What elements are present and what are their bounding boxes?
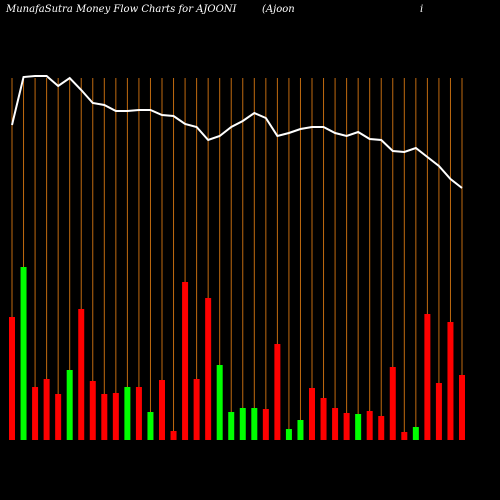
bar [43, 379, 50, 440]
bar [239, 408, 246, 440]
bar [309, 388, 315, 440]
bar [124, 387, 131, 440]
bar [9, 317, 15, 440]
bar [332, 408, 339, 440]
bar [32, 387, 39, 440]
bar [89, 381, 96, 440]
bar [355, 414, 362, 440]
bar [147, 412, 154, 440]
bar [320, 398, 327, 440]
bar [193, 379, 200, 440]
bar [228, 412, 235, 440]
bar [401, 432, 408, 440]
bar [435, 383, 442, 440]
bar [378, 416, 385, 440]
price-line [11, 75, 463, 189]
bar [447, 322, 454, 440]
bar [78, 309, 85, 440]
bar [274, 344, 281, 440]
bar [216, 365, 223, 440]
chart-subtitle-end: i [420, 4, 423, 15]
chart-subtitle: (Ajoon [262, 4, 295, 15]
bar [159, 380, 165, 440]
bar [66, 370, 73, 440]
bar [412, 427, 419, 440]
bar [459, 375, 465, 440]
bar [424, 314, 431, 440]
chart-title: MunafaSutra Money Flow Charts for AJOONI [5, 4, 238, 15]
bar [285, 429, 292, 440]
bar [112, 393, 119, 440]
bar [251, 408, 258, 440]
bar [182, 282, 189, 440]
bar [205, 298, 212, 440]
bar [389, 367, 396, 440]
bar [297, 420, 304, 440]
bar [55, 394, 62, 440]
bar [262, 409, 269, 440]
bar [101, 394, 108, 440]
bar [170, 431, 177, 440]
bar [366, 411, 373, 440]
bar [343, 413, 350, 440]
bar [135, 387, 142, 440]
bar [20, 267, 27, 440]
